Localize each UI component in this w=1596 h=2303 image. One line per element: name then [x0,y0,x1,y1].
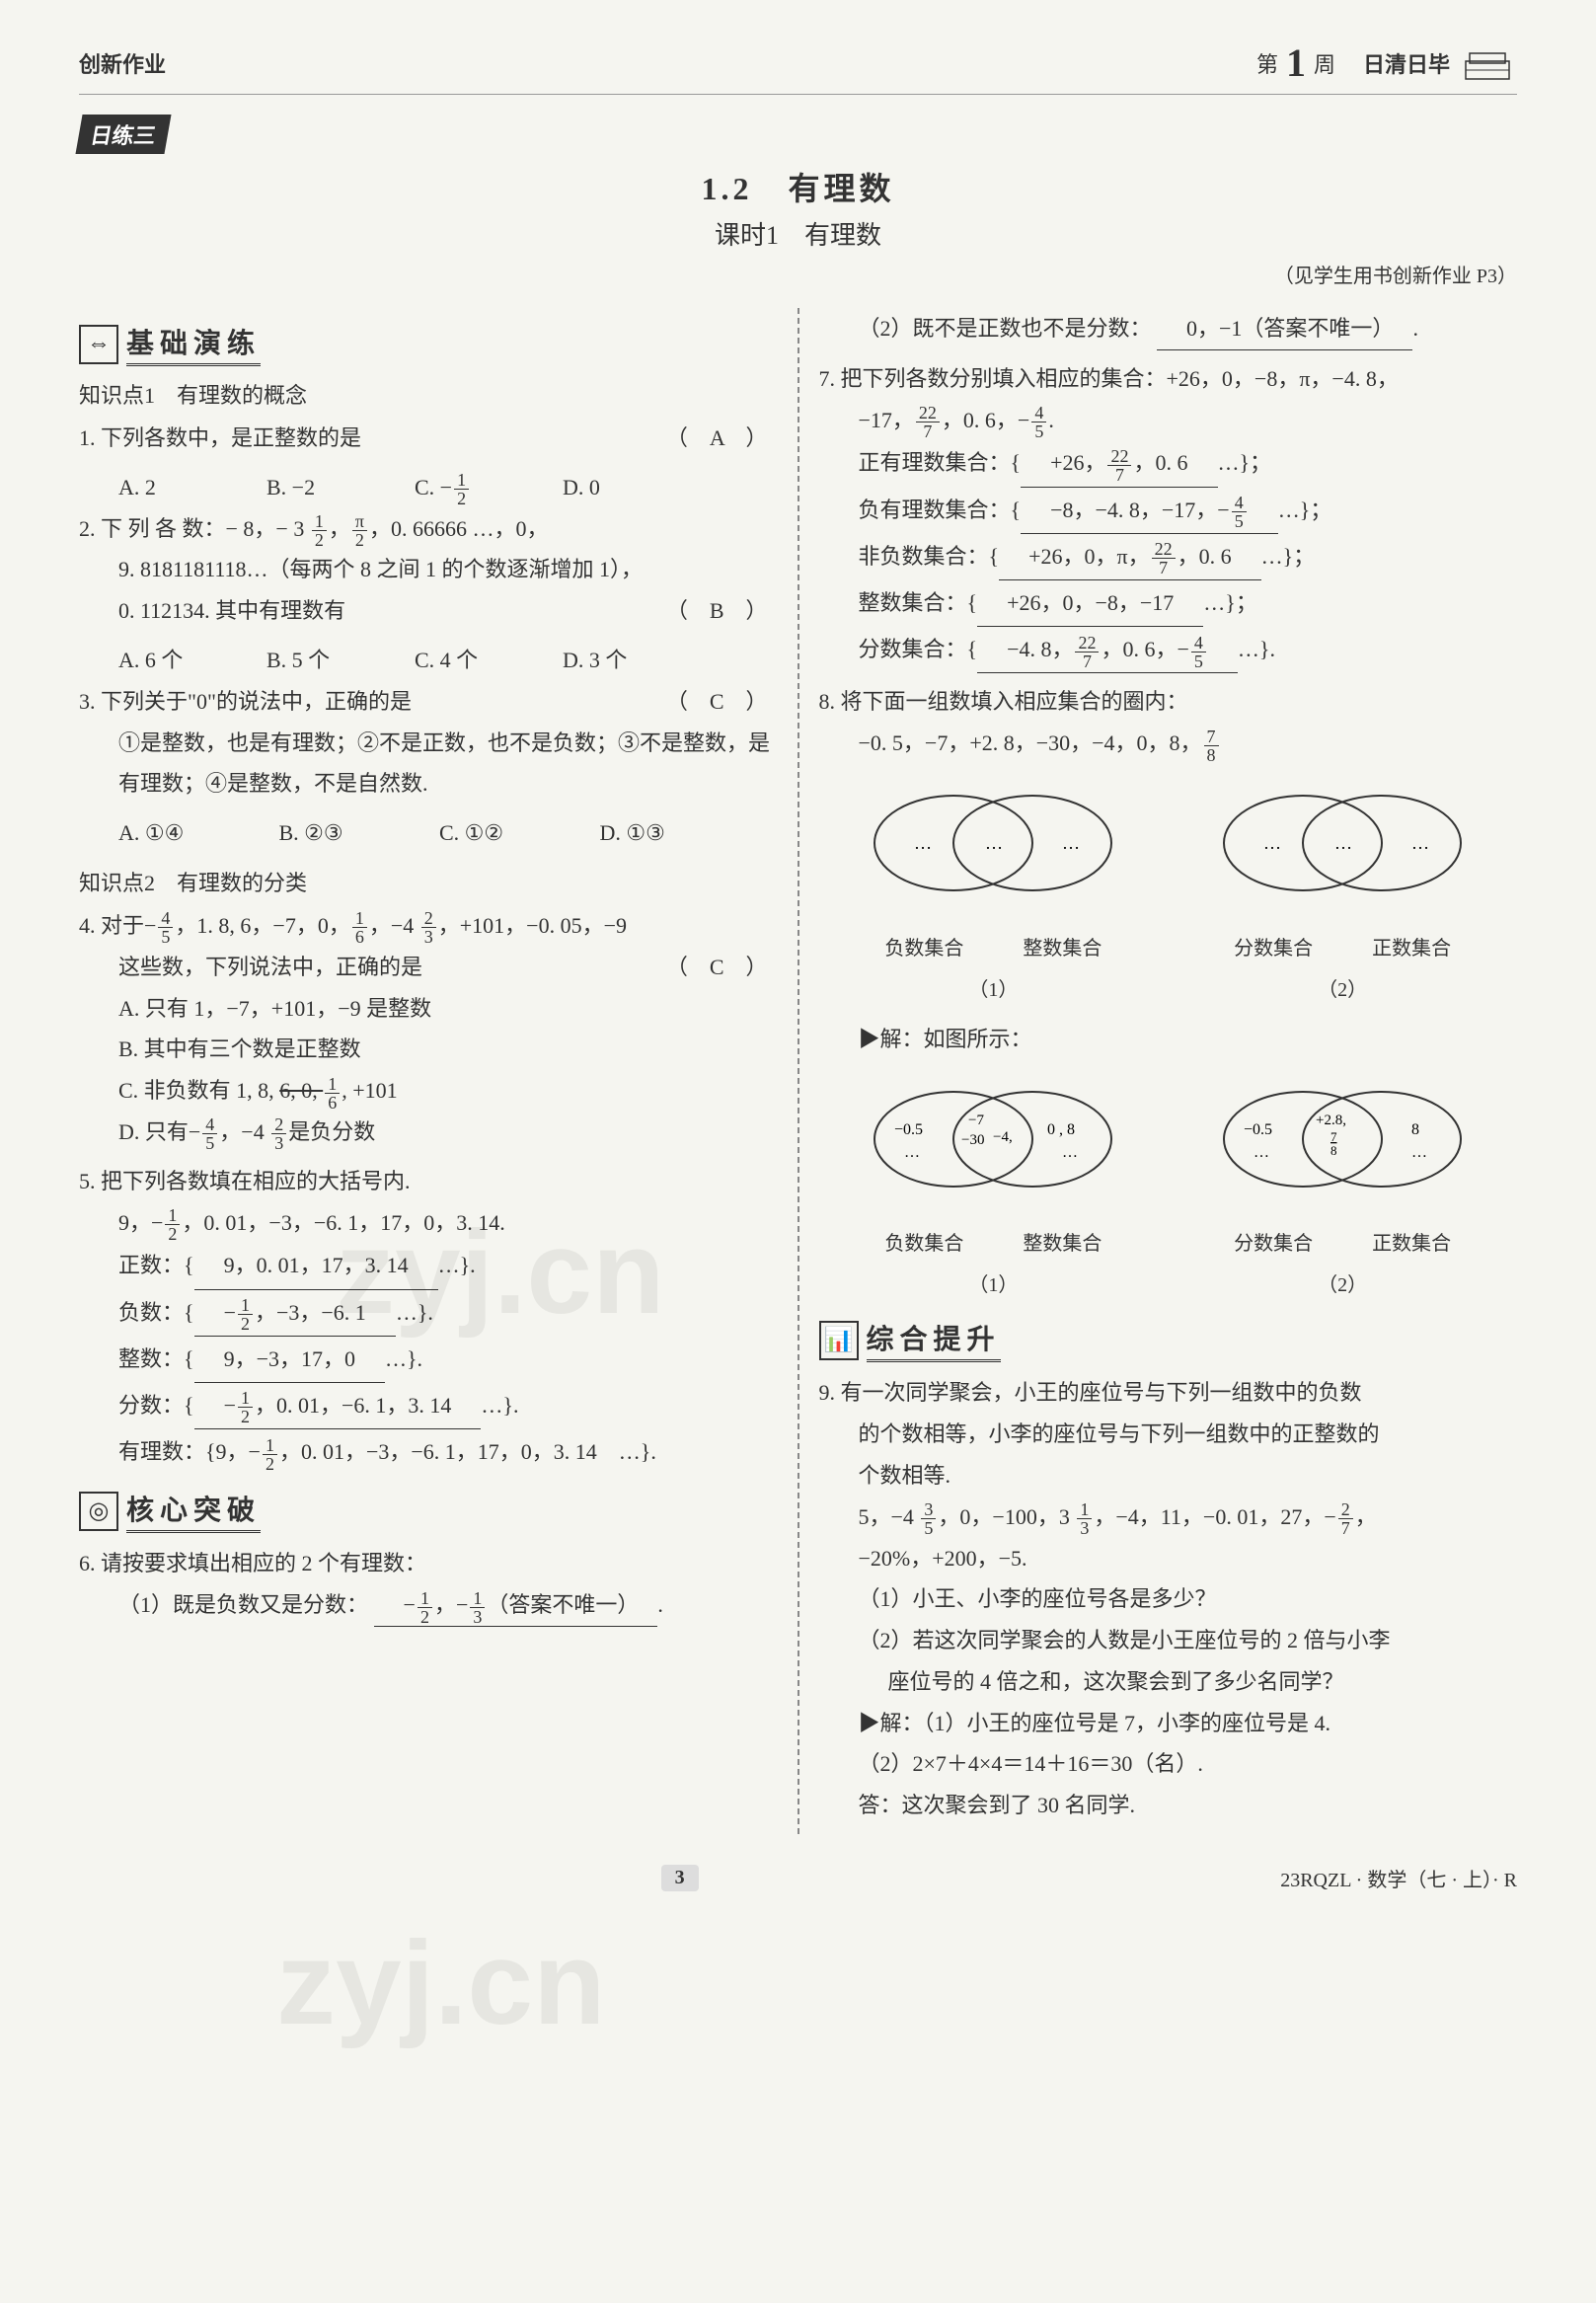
question-6: 6. 请按要求填出相应的 2 个有理数： （1）既是负数又是分数： −12，−1… [79,1543,778,1627]
knowledge-point-1: 知识点1 有理数的概念 [79,378,778,410]
svg-text:8: 8 [1330,1143,1337,1158]
venn-2: … … … 分数集合 正数集合 （2） [1204,774,1481,1009]
venn-3: −0.5 … −7 −30 −4, 0 , 8 … 负数集合 整数集合 （ [855,1070,1131,1305]
question-9: 9. 有一次同学聚会，小王的座位号与下列一组数中的负数 的个数相等，小李的座位号… [819,1372,1518,1826]
page: zyj.cn zyj.cn 创新作业 第 1 周 日清日毕 日练三 1.2 有理… [79,39,1517,1892]
question-3: 3. 下列关于"0"的说法中，正确的是 （ C ） ①是整数，也是有理数；②不是… [79,681,778,805]
arrow-icon: ⇔ [79,325,118,364]
answer-4: （ C ） [666,947,768,988]
column-divider [798,308,799,1834]
header-right: 第 1 周 日清日毕 [1256,39,1517,86]
target-icon: ◎ [79,1492,118,1531]
question-8: 8. 将下面一组数填入相应集合的圈内： −0. 5，−7，+2. 8，−30，−… [819,681,1518,1304]
watermark: zyj.cn [276,1915,605,2051]
venn-4: −0.5 … +2.8, 7 8 8 … 分数集合 正数集合 （2） [1204,1070,1481,1305]
svg-text:0 , 8: 0 , 8 [1047,1121,1075,1138]
right-column: （2）既不是正数也不是分数： 0，−1（答案不唯一） . 7. 把下列各数分别填… [819,308,1518,1834]
option-c: C. −12 [415,467,533,508]
question-6-p2: （2）既不是正数也不是分数： 0，−1（答案不唯一） . [819,308,1518,350]
venn-1: … … … 负数集合 整数集合 （1） [855,774,1131,1009]
q3-options: A. ①④ B. ②③ C. ①② D. ①③ [79,812,778,854]
heading-basic: 基础演练 [126,322,261,366]
question-2: 2. 下 列 各 数：− 8，− 3 12，π2，0. 66666 …，0， 9… [79,508,778,632]
question-1: 1. 下列各数中，是正整数的是 （ A ） [79,418,778,459]
answer-3: （ C ） [666,681,768,723]
svg-text:…: … [1411,833,1429,853]
heading-core: 核心突破 [126,1489,261,1533]
venn-empty-row: … … … 负数集合 整数集合 （1） [819,774,1518,1009]
footer-code: 23RQZL · 数学（七 · 上）· R [1280,1864,1517,1892]
section-advanced: 📊 综合提升 [819,1318,1518,1362]
venn-filled-row: −0.5 … −7 −30 −4, 0 , 8 … 负数集合 整数集合 （ [819,1070,1518,1305]
header-left: 创新作业 [79,47,166,79]
week-number: 1 [1286,39,1306,86]
sub-title: 课时1 有理数 [79,215,1517,252]
svg-text:−0.5: −0.5 [894,1121,923,1138]
question-4: 4. 对于−45，1. 8, 6，−7，0，16，−4 23，+101，−0. … [79,905,778,1153]
option-b: B. −2 [266,467,385,508]
svg-text:…: … [1062,833,1080,853]
svg-text:…: … [914,833,932,853]
content-columns: ⇔ 基础演练 知识点1 有理数的概念 1. 下列各数中，是正整数的是 （ A ）… [79,308,1517,1834]
practice-badge: 日练三 [75,115,171,154]
svg-text:−0.5: −0.5 [1244,1121,1272,1138]
answer-2: （ B ） [666,590,768,632]
q1-options: A. 2 B. −2 C. −12 D. 0 [79,467,778,508]
chart-icon: 📊 [819,1321,859,1360]
svg-text:7: 7 [1330,1129,1337,1144]
main-title: 1.2 有理数 [79,164,1517,209]
q2-options: A. 6 个 B. 5 个 C. 4 个 D. 3 个 [79,640,778,681]
question-5: 5. 把下列各数填在相应的大括号内. 9，−12，0. 01，−3，−6. 1，… [79,1161,778,1476]
section-basic: ⇔ 基础演练 [79,322,778,366]
knowledge-point-2: 知识点2 有理数的分类 [79,866,778,897]
svg-text:…: … [1334,833,1352,853]
page-reference: （见学生用书创新作业 P3） [79,260,1517,288]
svg-text:−30: −30 [961,1132,984,1148]
page-header: 创新作业 第 1 周 日清日毕 [79,39,1517,95]
svg-text:…: … [904,1144,920,1161]
answer-1: （ A ） [666,418,768,459]
option-d: D. 0 [563,467,681,508]
svg-text:…: … [1411,1144,1427,1161]
svg-text:…: … [1062,1144,1078,1161]
book-icon [1458,43,1517,83]
page-footer: 3 23RQZL · 数学（七 · 上）· R [79,1864,1517,1892]
option-a: A. 2 [118,467,237,508]
svg-text:…: … [1254,1144,1269,1161]
page-number: 3 [661,1865,699,1891]
heading-advanced: 综合提升 [867,1318,1001,1362]
svg-text:…: … [1263,833,1281,853]
svg-text:+2.8,: +2.8, [1316,1113,1346,1128]
svg-text:…: … [985,833,1003,853]
svg-text:−7: −7 [968,1113,984,1128]
section-core: ◎ 核心突破 [79,1489,778,1533]
svg-text:8: 8 [1411,1121,1419,1138]
question-7: 7. 把下列各数分别填入相应的集合：+26，0，−8，π，−4. 8， −17，… [819,358,1518,674]
header-label: 日清日毕 [1363,47,1450,79]
left-column: ⇔ 基础演练 知识点1 有理数的概念 1. 下列各数中，是正整数的是 （ A ）… [79,308,778,1834]
q8-solution-label: ▶解：如图所示： [819,1019,1518,1060]
svg-text:−4,: −4, [993,1129,1013,1145]
